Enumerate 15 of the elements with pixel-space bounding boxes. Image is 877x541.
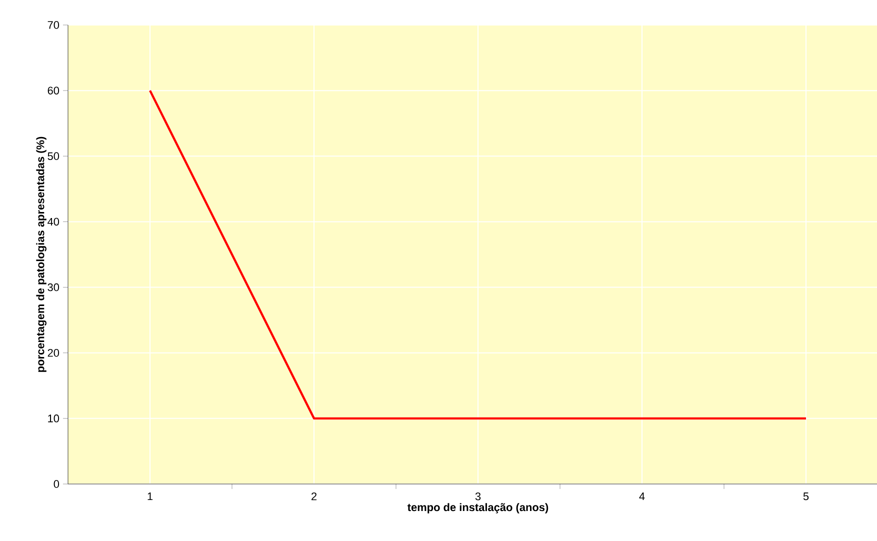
x-tick-label: 4 <box>639 492 645 500</box>
x-tick-label: 1 <box>148 492 153 500</box>
y-tick-label: 10 <box>48 414 60 422</box>
y-tick-label: 30 <box>48 283 60 292</box>
y-tick-label: 60 <box>48 86 60 94</box>
y-tick-label: 50 <box>48 152 60 160</box>
x-tick-label: 5 <box>803 492 809 500</box>
y-tick-label: 20 <box>48 348 60 357</box>
x-axis-title: tempo de instalação (anos) <box>408 503 548 514</box>
x-tick-label: 3 <box>475 492 481 500</box>
y-tick-label: 70 <box>48 21 60 29</box>
x-tick-label: 2 <box>312 492 317 500</box>
y-axis-title: porcentagem de patologias apresentadas (%) <box>36 136 46 372</box>
y-tick-label: 0 <box>54 480 60 488</box>
y-tick-label: 40 <box>48 218 60 226</box>
